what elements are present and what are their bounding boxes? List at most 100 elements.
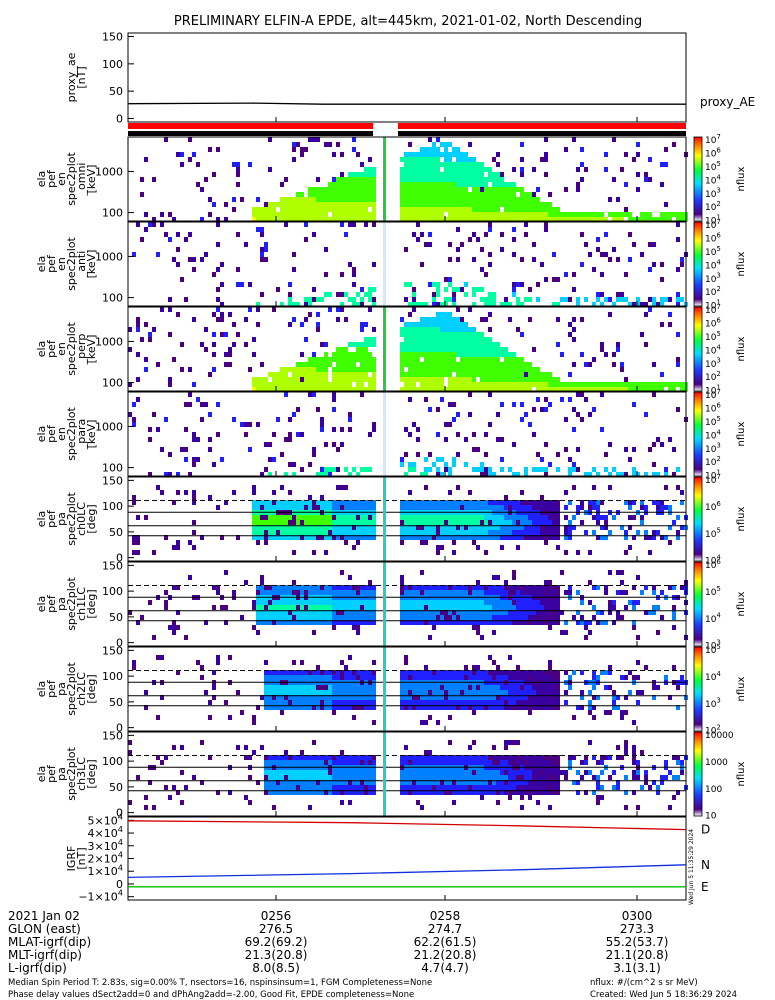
time-row-value: 276.5 <box>259 922 293 936</box>
orbit-bar-black <box>128 131 686 136</box>
y-tick-label: 0 <box>116 112 123 125</box>
y-tick-label: 1000 <box>95 420 123 433</box>
y-tick-label: 1000 <box>95 165 123 178</box>
time-row-1: 2021 Jan 02 <box>8 909 80 923</box>
colorbar-tick: 104 <box>705 343 721 356</box>
colorbar-tick: 102 <box>705 455 721 468</box>
y-axis-label: elapefpaspec2plotch1LC[deg] <box>35 577 98 631</box>
time-row-value: 55.2(53.7) <box>606 935 669 949</box>
colorbar-tick: 102 <box>705 200 721 213</box>
panel-frame <box>127 32 687 123</box>
footer-right2: Created: Wed Jun 5 18:36:29 2024 <box>590 990 737 1000</box>
y-tick-label: 50 <box>109 696 123 709</box>
colorbar-tick: 107 <box>705 303 721 316</box>
colorbar-tick: 101 <box>705 214 721 227</box>
y-tick-label: 50 <box>109 611 123 624</box>
colorbar-label: nflux <box>736 506 747 531</box>
gap-marker <box>383 732 386 816</box>
colorbar-label: nflux <box>736 761 747 786</box>
time-row-value: 21.3(20.8) <box>245 948 308 962</box>
y-tick-label: 150 <box>102 474 123 487</box>
colorbar-tick: 10000 <box>705 731 734 741</box>
footer-right1: nflux: #/(cm^2 s sr MeV) <box>590 978 698 988</box>
time-row-label: MLAT-igrf(dip) <box>8 935 91 949</box>
time-row-label: MLT-igrf(dip) <box>8 948 82 962</box>
panel-ela_pef_pa_spec2plot_ch3LC: elapefpaspec2plotch3LC[deg] 150 100 50 0 1000… <box>35 729 747 821</box>
y-tick-label: 150 <box>102 644 123 657</box>
colorbar-tick: 105 <box>705 527 721 540</box>
colorbar-tick: 104 <box>705 258 721 271</box>
panel-frame <box>127 731 687 817</box>
colorbar-tick: 101 <box>705 299 721 312</box>
y-tick-label: 5×104 <box>88 811 123 827</box>
colorbar-tick: 103 <box>705 697 721 710</box>
panel-frame <box>127 136 687 222</box>
y-tick-label: 1000 <box>95 335 123 348</box>
y-tick-label: 100 <box>102 292 123 305</box>
panel-proxy_ae: proxy_ae[nT] 150 100 50 0 proxy_AE <box>65 31 755 126</box>
y-tick-label: 100 <box>102 377 123 390</box>
colorbar <box>693 561 703 647</box>
panel-ela_pef_en_spec2plot_anti: elapefenspec2plot_anti[keV]1000 100 107106… <box>35 218 747 312</box>
colorbar-tick: 10 <box>705 812 717 822</box>
panel-ela_pef_en_spec2plot_perp: elapefenspec2plot_perp[keV]1000 100 107106… <box>35 303 747 397</box>
colorbar-tick: 102 <box>705 724 721 737</box>
colorbar-tick: 104 <box>705 612 721 625</box>
time-row-value: 273.3 <box>620 922 654 936</box>
colorbar-tick: 105 <box>705 245 721 258</box>
time-row-value: 0258 <box>430 909 461 923</box>
colorbar <box>693 306 703 392</box>
y-tick-label: 0 <box>116 552 123 565</box>
colorbar-label: nflux <box>736 421 747 446</box>
footer-line1: Median Spin Period T: 2.83s, sig=0.00% T… <box>8 978 432 988</box>
colorbar-tick: 102 <box>705 370 721 383</box>
colorbar-label: nflux <box>736 676 747 701</box>
y-axis-label: elapefenspec2plot_para[keV] <box>35 407 98 461</box>
colorbar-tick: 107 <box>705 388 721 401</box>
panel-igrf: IGRF[nT] 5×1044×1043×1042×1041×1040−1×104… <box>65 811 710 903</box>
colorbar-tick: 105 <box>705 643 721 656</box>
colorbar-tick: 105 <box>705 415 721 428</box>
y-axis-label: proxy_ae[nT] <box>65 52 88 102</box>
colorbar <box>693 221 703 307</box>
gap-marker <box>383 477 386 561</box>
colorbar <box>693 391 703 477</box>
panel-frame <box>127 221 687 307</box>
series-label-proxy_AE: proxy_AE <box>700 95 755 109</box>
gap-marker <box>383 222 386 306</box>
time-row-value: 8.0(8.5) <box>252 961 300 975</box>
y-tick-label: −1×104 <box>78 888 123 904</box>
colorbar-label: nflux <box>736 591 747 616</box>
colorbar-tick: 103 <box>705 187 721 200</box>
colorbar-tick: 106 <box>705 401 721 414</box>
y-tick-label: 150 <box>102 559 123 572</box>
y-tick-label: 150 <box>102 729 123 742</box>
panel-frame <box>127 561 687 647</box>
colorbar-tick: 104 <box>705 670 721 683</box>
plot-title: PRELIMINARY ELFIN-A EPDE, alt=445km, 202… <box>174 14 642 29</box>
colorbar-tick: 106 <box>705 558 721 571</box>
colorbar-tick: 103 <box>705 357 721 370</box>
footer-line2: Phase delay values dSect2add=0 and dPhAn… <box>8 990 414 1000</box>
gap-marker <box>383 647 386 731</box>
orbit-bar-red <box>398 123 686 129</box>
time-row-value: 0256 <box>261 909 292 923</box>
y-tick-label: 50 <box>109 85 123 98</box>
y-tick-label: 100 <box>102 670 123 683</box>
y-tick-label: 1000 <box>95 250 123 263</box>
panel-frame <box>127 816 687 901</box>
y-tick-label: 100 <box>102 58 123 71</box>
y-axis-label: IGRF[nT] <box>65 846 88 872</box>
time-row-value: 21.2(20.8) <box>414 948 477 962</box>
panel-ela_pef_en_spec2plot_para: elapefenspec2plot_para[keV]1000 100 107106… <box>35 388 747 482</box>
colorbar-tick: 106 <box>705 231 721 244</box>
y-tick-label: 1×104 <box>88 862 123 878</box>
time-row-label: L-igrf(dip) <box>8 961 67 975</box>
y-tick-label: 100 <box>102 207 123 220</box>
y-tick-label: 100 <box>102 462 123 475</box>
colorbar-tick: 107 <box>705 218 721 231</box>
series-label-D: D <box>701 823 710 837</box>
time-row-value: 4.7(4.7) <box>421 961 469 975</box>
y-tick-label: 4×104 <box>88 824 123 840</box>
orbit-bar-gap <box>373 131 398 136</box>
